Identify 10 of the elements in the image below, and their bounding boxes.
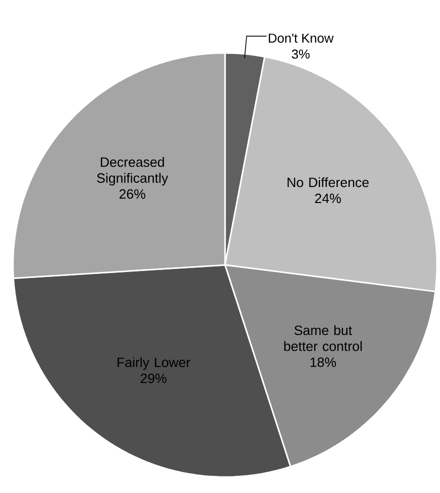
slice-label: Same but better control xyxy=(284,325,362,352)
slice-label: Fairly Lower xyxy=(118,357,190,370)
slice-label: No Difference xyxy=(288,177,369,188)
data-label: 26% xyxy=(120,189,146,199)
data-label: 24% xyxy=(315,194,341,204)
data-label: 3% xyxy=(292,50,310,59)
slice-label: Don't Know xyxy=(268,34,334,43)
slice-label: Decreased Significantly xyxy=(97,157,168,186)
data-label: 29% xyxy=(140,374,166,384)
data-label: 18% xyxy=(310,357,336,367)
